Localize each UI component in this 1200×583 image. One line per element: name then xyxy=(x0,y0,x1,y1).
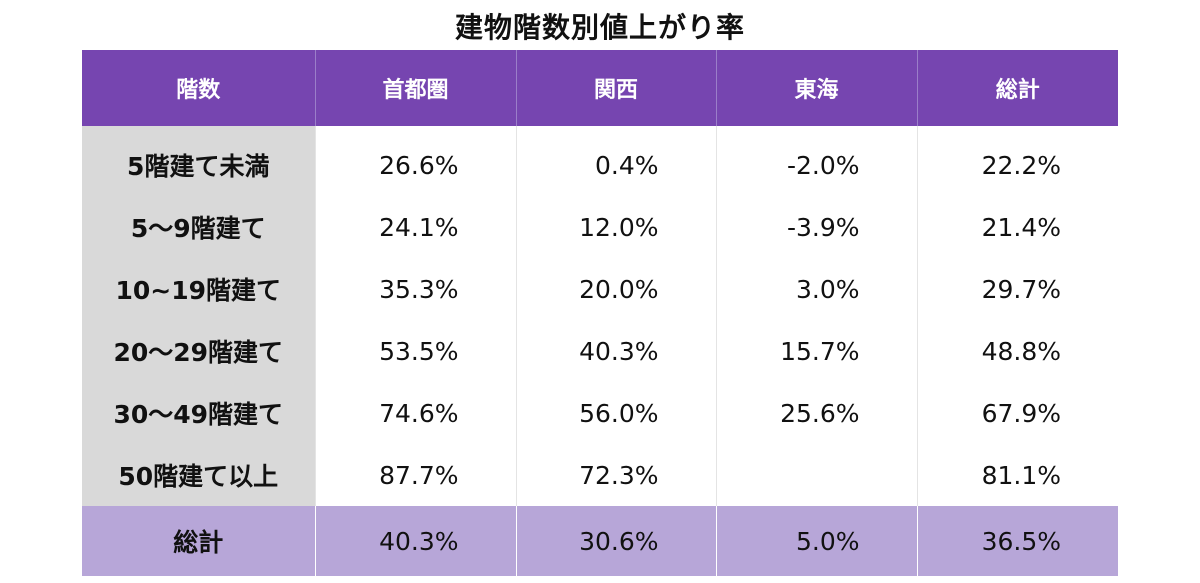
row-label: 30～49階建て xyxy=(82,382,315,444)
column-header-kansai: 関西 xyxy=(515,50,716,126)
table-row: 50階建て以上 87.7% 72.3% 81.1% xyxy=(82,444,1118,506)
total-row: 総計 40.3% 30.6% 5.0% 36.5% xyxy=(82,506,1118,576)
table-cell: 22.2% xyxy=(916,126,1118,196)
table-row: 30～49階建て 74.6% 56.0% 25.6% 67.9% xyxy=(82,382,1118,444)
table-cell: 15.7% xyxy=(715,320,917,382)
table-cell xyxy=(715,444,917,506)
data-table: 階数 首都圏 関西 東海 総計 5階建て未満 26.6% 0.4% -2.0% … xyxy=(82,50,1118,576)
table-cell: 72.3% xyxy=(515,444,716,506)
table-cell: 29.7% xyxy=(916,258,1118,320)
column-header-shutoken: 首都圏 xyxy=(314,50,516,126)
table-cell: 24.1% xyxy=(314,196,516,258)
header-row: 階数 首都圏 関西 東海 総計 xyxy=(82,50,1118,126)
row-label: 20～29階建て xyxy=(82,320,315,382)
table-row: 10~19階建て 35.3% 20.0% 3.0% 29.7% xyxy=(82,258,1118,320)
total-cell: 36.5% xyxy=(916,506,1118,576)
total-cell: 5.0% xyxy=(715,506,917,576)
column-header-floors: 階数 xyxy=(82,50,315,126)
row-label: 5～9階建て xyxy=(82,196,315,258)
total-row-label: 総計 xyxy=(82,506,315,576)
table-cell: 48.8% xyxy=(916,320,1118,382)
table-cell: -3.9% xyxy=(715,196,917,258)
total-cell: 40.3% xyxy=(314,506,516,576)
table-cell: 67.9% xyxy=(916,382,1118,444)
table-cell: 53.5% xyxy=(314,320,516,382)
row-label: 5階建て未満 xyxy=(82,126,315,196)
table-cell: 21.4% xyxy=(916,196,1118,258)
chart-title: 建物階数別値上がり率 xyxy=(454,11,745,44)
table-cell: 35.3% xyxy=(314,258,516,320)
table-row: 5階建て未満 26.6% 0.4% -2.0% 22.2% xyxy=(82,126,1118,196)
table-cell: 25.6% xyxy=(715,382,917,444)
column-header-total: 総計 xyxy=(916,50,1118,126)
table-row: 5～9階建て 24.1% 12.0% -3.9% 21.4% xyxy=(82,196,1118,258)
table-row: 20～29階建て 53.5% 40.3% 15.7% 48.8% xyxy=(82,320,1118,382)
table-cell: 87.7% xyxy=(314,444,516,506)
row-label: 50階建て以上 xyxy=(82,444,315,506)
table-cell: 12.0% xyxy=(515,196,716,258)
table-cell: 40.3% xyxy=(515,320,716,382)
table-cell: 3.0% xyxy=(715,258,917,320)
table-cell: 81.1% xyxy=(916,444,1118,506)
table-cell: 74.6% xyxy=(314,382,516,444)
row-label: 10~19階建て xyxy=(82,258,315,320)
total-cell: 30.6% xyxy=(515,506,716,576)
table-cell: 26.6% xyxy=(314,126,516,196)
table-cell: 0.4% xyxy=(515,126,716,196)
column-header-tokai: 東海 xyxy=(715,50,917,126)
table-cell: 20.0% xyxy=(515,258,716,320)
table-cell: 56.0% xyxy=(515,382,716,444)
table-cell: -2.0% xyxy=(715,126,917,196)
